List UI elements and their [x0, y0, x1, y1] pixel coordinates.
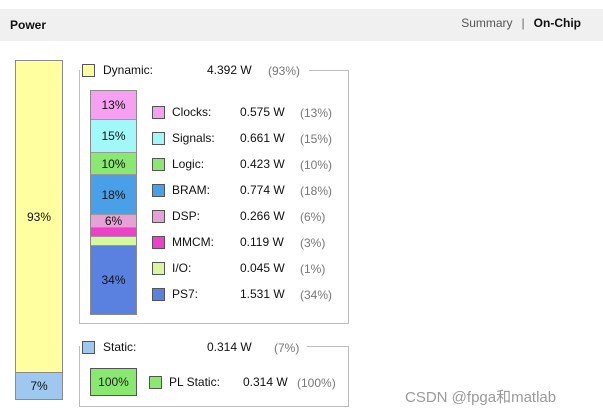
dynamic-item-label: PS7:: [172, 287, 199, 301]
page-title: Power: [10, 18, 47, 32]
dynamic-item-label: Signals:: [172, 131, 215, 145]
dynamic-legend-row: BRAM: 0.774 W (18%): [0, 183, 360, 199]
dynamic-group: [79, 70, 349, 324]
dynamic-bar-label: 13%: [101, 98, 126, 112]
dynamic-legend-row: Signals: 0.661 W (15%): [0, 131, 360, 147]
dsp-swatch: [152, 210, 165, 223]
dynamic-bar-segment[interactable]: 10%: [91, 153, 136, 175]
total-static-segment[interactable]: 7%: [16, 372, 62, 399]
static-pct: (7%): [274, 341, 300, 355]
pl-static-value: 0.314 W: [243, 375, 288, 389]
dynamic-legend-row: DSP: 0.266 W (6%): [0, 209, 360, 225]
dynamic-item-label: BRAM:: [172, 183, 211, 197]
dynamic-bar-label: 18%: [101, 187, 126, 202]
dynamic-item-pct: (10%): [300, 158, 333, 172]
dynamic-bar-segment[interactable]: 34%: [91, 246, 136, 314]
dynamic-legend-row: I/O: 0.045 W (1%): [0, 261, 360, 277]
dynamic-bar-label: 10%: [101, 156, 126, 171]
dynamic-item-pct: (18%): [300, 184, 333, 198]
pl-static-pct: (100%): [297, 376, 336, 390]
static-swatch: [82, 341, 95, 354]
dynamic-legend-row: Clocks: 0.575 W (13%): [0, 105, 360, 121]
signals-swatch: [152, 132, 165, 145]
pl-static-bar-label: 100%: [98, 375, 129, 389]
pl-static-swatch: [149, 376, 162, 389]
pl-static-label: PL Static:: [169, 375, 220, 389]
dynamic-bar-segment[interactable]: 13%: [91, 91, 136, 120]
dynamic-bar-segment[interactable]: [91, 237, 136, 246]
dynamic-bar-label: 6%: [104, 214, 123, 228]
dynamic-bar-label: 34%: [101, 273, 126, 287]
static-value: 0.314 W: [207, 340, 252, 354]
dynamic-item-label: I/O:: [172, 261, 192, 275]
dynamic-item-value: 0.045 W: [240, 261, 285, 275]
dynamic-item-pct: (3%): [300, 236, 326, 250]
total-dynamic-pct: 93%: [26, 209, 52, 224]
dynamic-item-value: 0.661 W: [240, 131, 285, 145]
total-static-pct: 7%: [30, 379, 48, 393]
header-bar: Power Summary | On-Chip: [0, 9, 603, 41]
dynamic-item-pct: (13%): [300, 106, 333, 120]
dynamic-item-pct: (34%): [300, 288, 333, 302]
dynamic-pct: (93%): [268, 64, 301, 78]
dynamic-item-label: DSP:: [172, 209, 201, 223]
pl-static-row: PL Static: 0.314 W (100%): [0, 375, 360, 391]
static-group: [79, 346, 349, 407]
summary-link[interactable]: Summary: [461, 16, 513, 30]
dynamic-item-pct: (6%): [300, 210, 326, 224]
dynamic-item-label: MMCM:: [172, 235, 214, 249]
dynamic-item-pct: (15%): [300, 132, 333, 146]
dynamic-item-pct: (1%): [300, 262, 326, 276]
dynamic-bar-segment[interactable]: [91, 228, 136, 237]
dynamic-row: Dynamic: 4.392 W (93%): [0, 63, 360, 79]
dynamic-item-value: 0.423 W: [240, 157, 285, 171]
static-label: Static:: [103, 340, 137, 354]
view-nav: Summary | On-Chip: [461, 16, 581, 30]
dynamic-legend-row: MMCM: 0.119 W (3%): [0, 235, 360, 251]
dynamic-item-value: 0.575 W: [240, 105, 285, 119]
pl-static-bar[interactable]: 100%: [90, 368, 137, 396]
io-swatch: [152, 262, 165, 275]
total-power-bar: 93% 7%: [15, 60, 63, 400]
total-dynamic-segment[interactable]: 93%: [16, 61, 62, 372]
dynamic-item-label: Logic:: [172, 157, 205, 171]
watermark: CSDN @fpga和matlab: [405, 389, 557, 406]
dynamic-value: 4.392 W: [207, 63, 252, 77]
ps7-swatch: [152, 288, 165, 301]
dynamic-bar-segment[interactable]: 15%: [91, 120, 136, 153]
dynamic-bar-label: 15%: [101, 129, 126, 143]
dynamic-swatch: [82, 64, 95, 77]
dynamic-item-value: 0.119 W: [240, 235, 284, 249]
dynamic-item-value: 0.266 W: [240, 209, 285, 223]
dynamic-item-value: 0.774 W: [240, 183, 285, 197]
nav-separator: |: [521, 16, 525, 30]
dynamic-item-label: Clocks:: [172, 105, 212, 119]
clocks-swatch: [152, 106, 165, 119]
mmcm-swatch: [152, 236, 165, 249]
onchip-link[interactable]: On-Chip: [533, 16, 581, 30]
logic-swatch: [152, 158, 165, 171]
dynamic-bar-segment[interactable]: 6%: [91, 214, 136, 228]
dynamic-breakdown-bar: 13% 15% 10% 18% 6% 34%: [90, 90, 137, 315]
dynamic-legend-row: Logic: 0.423 W (10%): [0, 157, 360, 173]
static-row: Static: 0.314 W (7%): [0, 340, 360, 356]
dynamic-bar-segment[interactable]: 18%: [91, 175, 136, 215]
dynamic-item-value: 1.531 W: [240, 287, 285, 301]
bram-swatch: [152, 184, 165, 197]
dynamic-legend-row: PS7: 1.531 W (34%): [0, 287, 360, 303]
dynamic-label: Dynamic:: [103, 63, 154, 77]
